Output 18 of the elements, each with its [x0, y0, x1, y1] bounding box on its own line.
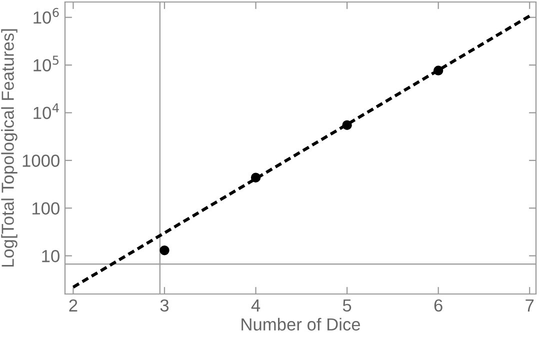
x-axis-title: Number of Dice	[242, 318, 360, 331]
x-tick-label: 7	[526, 300, 534, 312]
point	[342, 120, 352, 130]
y-axis-title: Log[Total Topological Features]	[1, 29, 18, 267]
x-tick-label: 5	[342, 300, 352, 312]
y-tick-label: 10$^{5}$	[34, 56, 59, 72]
x-tick-label: 6	[434, 299, 442, 312]
x-tick-label: 4	[251, 300, 260, 312]
y-tick-label: 1000	[22, 154, 60, 167]
y-tick-label: 100	[32, 202, 60, 215]
point	[160, 245, 170, 256]
y-tick-label: 10$^{6}$	[34, 8, 59, 24]
y-tick-label: 10	[42, 250, 60, 262]
x-tick-label: 2	[69, 299, 78, 312]
point	[433, 66, 444, 76]
point	[250, 172, 261, 182]
x-tick-label: 3	[160, 299, 169, 312]
y-tick-label: 10$^{4}$	[34, 103, 59, 120]
